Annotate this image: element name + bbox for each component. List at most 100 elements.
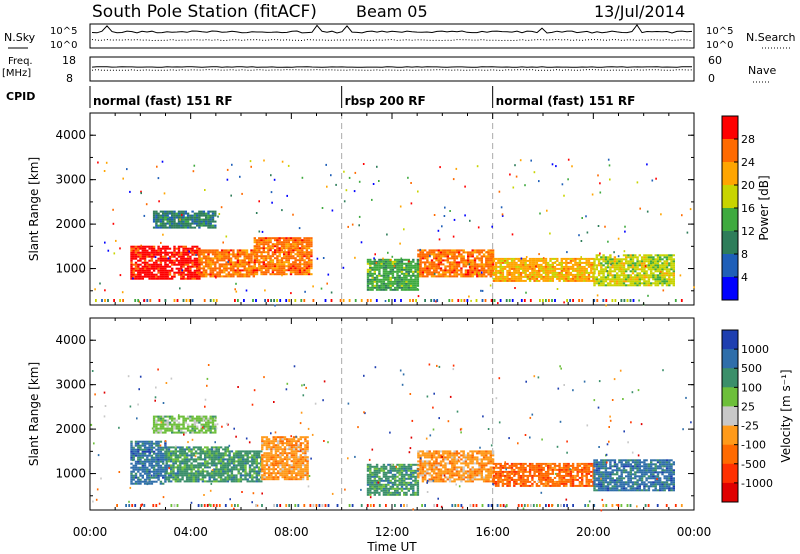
range-cell	[148, 474, 151, 477]
range-cell	[285, 255, 288, 258]
range-cell	[558, 263, 561, 266]
range-cell	[193, 259, 197, 262]
range-cell	[301, 259, 304, 262]
range-cell	[164, 273, 167, 276]
range-cell	[224, 458, 227, 461]
range-cell	[207, 249, 210, 252]
range-cell	[190, 454, 193, 457]
range-cell	[602, 280, 605, 283]
range-cell	[202, 224, 206, 227]
range-cell	[299, 438, 302, 441]
range-cell	[378, 491, 381, 494]
range-cell	[366, 465, 370, 468]
range-cell	[146, 265, 149, 268]
range-cell	[141, 444, 144, 447]
range-cell	[281, 474, 284, 477]
range-cell	[172, 472, 175, 475]
range-cell	[148, 245, 151, 248]
range-cell	[164, 218, 167, 221]
range-cell	[137, 299, 140, 302]
range-cell	[576, 265, 579, 268]
range-cell	[193, 222, 197, 225]
range-cell	[271, 245, 275, 248]
range-cell	[166, 222, 169, 225]
range-cell	[304, 438, 307, 441]
range-cell	[593, 260, 596, 263]
range-cell	[478, 275, 481, 278]
range-cell	[184, 245, 187, 248]
range-cell	[155, 454, 158, 457]
range-cell	[253, 265, 256, 268]
range-cell	[426, 253, 429, 256]
range-cell	[232, 478, 236, 481]
range-cell	[224, 446, 227, 449]
range-cell	[190, 468, 193, 471]
noise-cell	[681, 214, 683, 217]
range-cell	[193, 212, 197, 215]
range-cell	[296, 241, 299, 244]
range-cell	[448, 263, 452, 266]
range-cell	[193, 249, 197, 252]
range-cell	[180, 263, 183, 266]
range-cell	[382, 485, 386, 488]
range-cell	[181, 476, 184, 479]
range-cell	[444, 251, 447, 254]
range-cell	[551, 279, 554, 282]
range-cell	[446, 251, 449, 254]
range-cell	[424, 249, 427, 252]
range-cell	[189, 222, 192, 225]
range-cell	[535, 273, 539, 276]
range-cell	[139, 458, 142, 461]
range-cell	[189, 417, 192, 420]
range-cell	[281, 450, 284, 453]
range-cell	[166, 273, 169, 276]
range-cell	[416, 262, 420, 265]
range-cell	[210, 454, 214, 457]
range-cell	[258, 265, 261, 268]
range-cell	[400, 276, 404, 279]
range-cell	[455, 261, 459, 264]
range-cell	[168, 271, 172, 274]
range-cell	[188, 466, 191, 469]
range-cell	[218, 257, 221, 260]
range-cell	[305, 267, 309, 270]
range-cell	[261, 446, 264, 449]
range-cell	[184, 421, 187, 424]
range-cell	[616, 278, 619, 281]
range-cell	[184, 261, 187, 264]
range-cell	[622, 262, 626, 265]
range-cell	[442, 251, 445, 254]
range-cell	[202, 417, 206, 420]
range-cell	[611, 299, 614, 302]
range-cell	[627, 260, 630, 263]
range-cell	[471, 251, 474, 254]
range-cell	[480, 263, 483, 266]
range-cell	[571, 265, 575, 268]
range-cell	[444, 249, 447, 252]
range-cell	[235, 466, 238, 469]
range-cell	[528, 263, 532, 266]
range-cell	[489, 251, 492, 254]
range-cell	[152, 474, 156, 477]
range-cell	[188, 472, 191, 475]
range-cell	[597, 270, 601, 273]
range-cell	[301, 470, 305, 473]
range-cell	[388, 299, 390, 302]
range-cell	[207, 267, 210, 270]
noise-cell	[225, 235, 228, 238]
data-cells	[90, 363, 692, 512]
range-cell	[636, 266, 639, 269]
noise-cell	[103, 170, 106, 172]
range-cell	[189, 265, 192, 268]
range-cell	[471, 263, 474, 266]
range-cell	[480, 251, 483, 254]
range-cell	[354, 299, 357, 302]
range-cell	[150, 442, 154, 445]
range-cell	[567, 269, 570, 272]
range-cell	[180, 275, 183, 278]
range-cell	[207, 259, 210, 262]
range-cell	[499, 271, 502, 274]
range-cell	[672, 284, 675, 287]
range-cell	[526, 275, 529, 278]
range-cell	[484, 299, 487, 302]
